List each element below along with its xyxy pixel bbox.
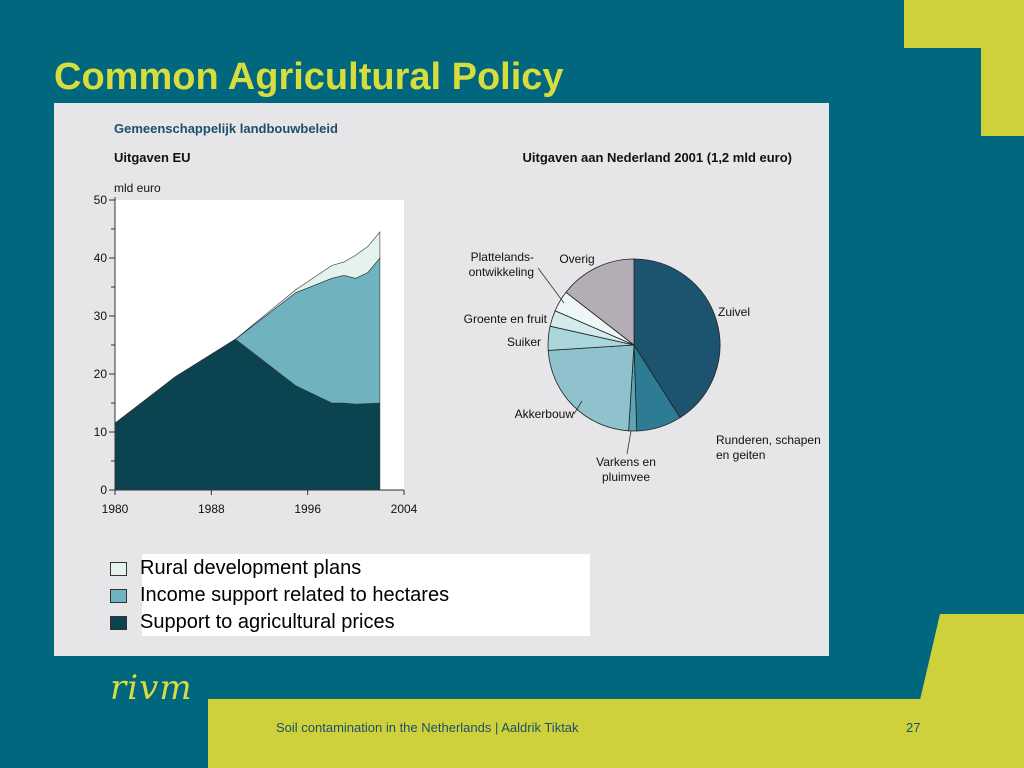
legend-label-income-support: Income support related to hectares [140, 584, 450, 606]
area-chart-ylabel: mld euro [114, 181, 161, 195]
pie-leader-line [626, 430, 632, 455]
pie-leader-line [537, 267, 565, 304]
legend-item-price-support: Support to agricultural prices [110, 609, 395, 636]
slide-title: Common Agricultural Policy [54, 56, 564, 98]
pie-label-runderen-schapen-en-geiten: Runderen, schapen en geiten [716, 433, 821, 462]
pie-slice-overig [565, 258, 635, 346]
pie-leader-line [573, 400, 583, 415]
y-tick-label: 30 [94, 309, 108, 323]
pie-label-akkerbouw: Akkerbouw [515, 407, 575, 421]
footer-text: Soil contamination in the Netherlands | … [276, 720, 579, 735]
y-tick-label: 10 [94, 425, 108, 439]
pie-label-suiker: Suiker [507, 335, 541, 349]
accent-block-right [981, 48, 1024, 136]
page-number: 27 [906, 720, 921, 735]
pie-slice-zuivel [633, 258, 721, 419]
figure-title: Gemeenschappelijk landbouwbeleid [114, 121, 338, 136]
y-tick-label: 40 [94, 251, 108, 265]
pie-chart-title: Uitgaven aan Nederland 2001 (1,2 mld eur… [523, 150, 792, 165]
pie-label-groente-en-fruit: Groente en fruit [464, 312, 548, 326]
footer-band [208, 699, 1024, 768]
x-tick-label: 1980 [102, 502, 129, 516]
x-tick-label: 1996 [294, 502, 321, 516]
legend-item-income-support: Income support related to hectares [110, 582, 450, 609]
legend: Rural development plans Income support r… [110, 554, 590, 636]
legend-label-rural-development: Rural development plans [140, 557, 362, 579]
accent-block-top-right [904, 0, 1024, 48]
pie-label-plattelands-ontwikkeling: Plattelands-ontwikkeling [469, 250, 534, 279]
x-tick-label: 1988 [198, 502, 225, 516]
y-tick-label: 50 [94, 193, 108, 207]
y-tick-label: 0 [100, 483, 107, 497]
area-chart: 0 10 20 30 40 50 1980 1988 1996 2004 [94, 193, 418, 516]
pie-chart: Zuivel Runderen, schapen en geiten Varkens … [464, 250, 821, 484]
x-tick-label: 2004 [391, 502, 418, 516]
figure-panel: Gemeenschappelijk landbouwbeleid Uitgave… [54, 103, 829, 656]
pie-label-varkens-en-pluimvee: Varkens en pluimvee [596, 455, 656, 484]
accent-slant-right [920, 614, 1024, 700]
legend-swatch-price-support [110, 615, 127, 630]
area-chart-title: Uitgaven EU [114, 150, 191, 165]
legend-swatch-income-support [110, 588, 127, 603]
pie-label-zuivel: Zuivel [718, 305, 750, 319]
legend-label-price-support: Support to agricultural prices [140, 611, 395, 633]
legend-item-rural-development: Rural development plans [110, 555, 362, 582]
area-series-rural-development-plans [114, 231, 381, 424]
y-tick-label: 20 [94, 367, 108, 381]
pie-label-overig: Overig [559, 252, 594, 266]
legend-swatch-rural-development [110, 561, 127, 576]
pie-slice-akkerbouw [547, 344, 635, 432]
rivm-logo: rivm [110, 668, 193, 708]
charts-figure: Gemeenschappelijk landbouwbeleid Uitgave… [94, 121, 821, 516]
